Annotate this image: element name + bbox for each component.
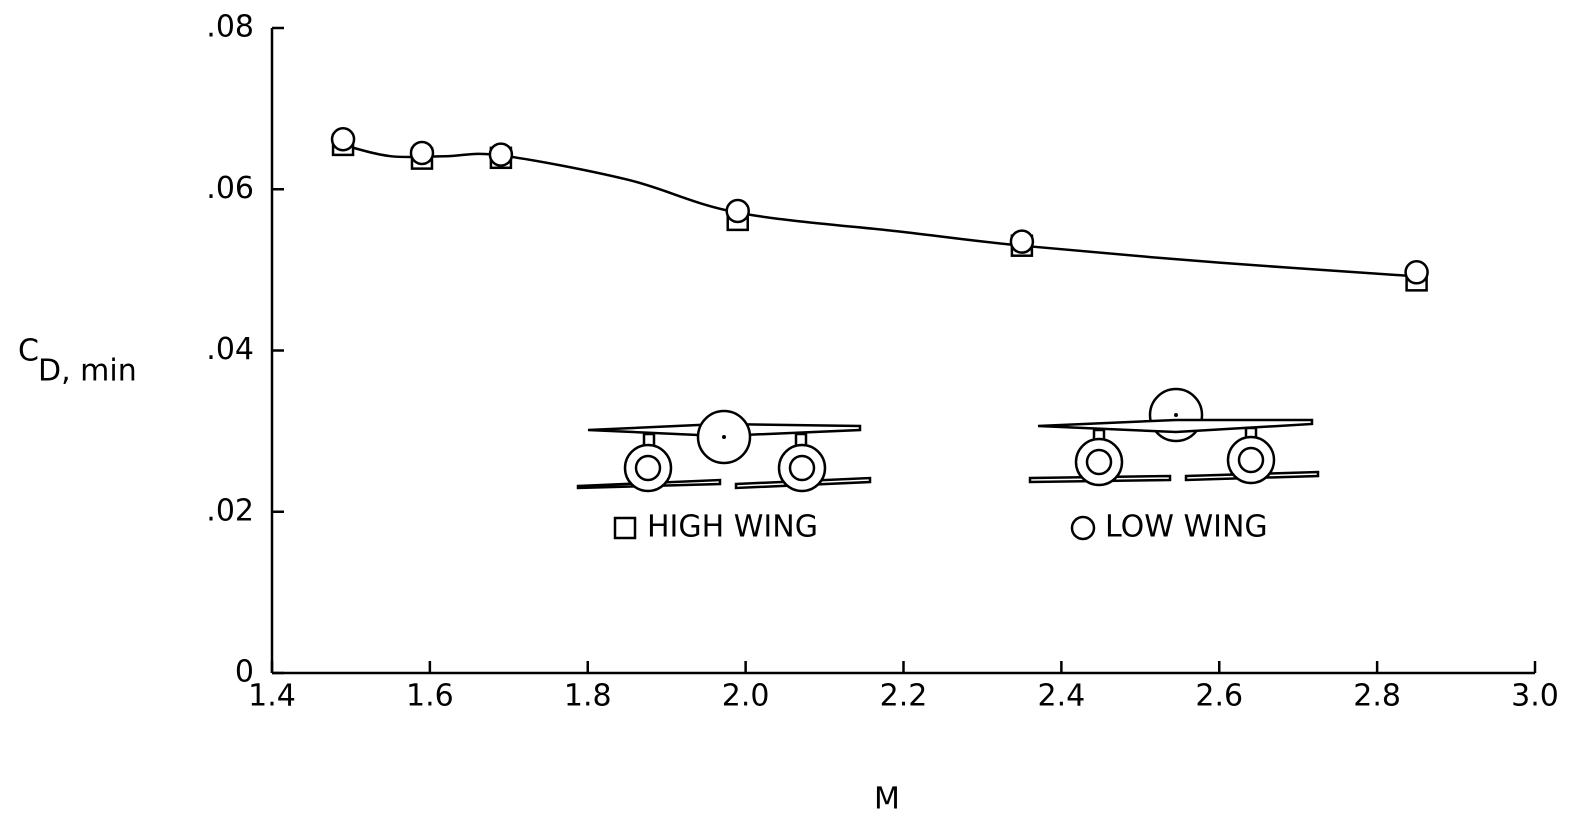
circle-marker <box>409 140 435 166</box>
low-wing-sketch <box>1028 387 1320 487</box>
y-tick-label: 0 <box>235 655 254 690</box>
y-tick-label: .08 <box>206 10 254 45</box>
y-label: C <box>18 334 39 369</box>
circle-marker <box>330 127 356 152</box>
x-tick-label: 3.0 <box>1511 679 1559 714</box>
y-label-subscript: D, min <box>38 354 137 389</box>
circle-marker <box>1009 229 1035 254</box>
x-tick-label: 1.8 <box>564 679 612 714</box>
legend-marker <box>1070 515 1096 541</box>
x-tick-label: 2.2 <box>880 679 928 714</box>
x-tick-label: 2.4 <box>1038 679 1086 714</box>
legend-marker <box>613 516 637 540</box>
high-wing-sketch <box>576 409 872 493</box>
fairing-curve <box>342 143 1417 278</box>
y-tick-label: .02 <box>206 493 254 528</box>
x-tick-label: 2.6 <box>1195 679 1243 714</box>
x-tick-label: 1.6 <box>406 679 454 714</box>
circle-marker <box>488 142 514 167</box>
circle-marker <box>1404 260 1429 285</box>
x-label: M <box>874 782 900 817</box>
x-tick-label: 1.4 <box>248 679 296 714</box>
legend-label: HIGH WING <box>647 510 818 545</box>
y-tick-label: .06 <box>206 171 254 206</box>
circle-marker <box>725 198 750 224</box>
y-tick-label: .04 <box>206 332 254 367</box>
x-tick-label: 2.0 <box>722 679 770 714</box>
legend-label: LOW WING <box>1105 510 1268 545</box>
x-tick-label: 2.8 <box>1353 679 1401 714</box>
